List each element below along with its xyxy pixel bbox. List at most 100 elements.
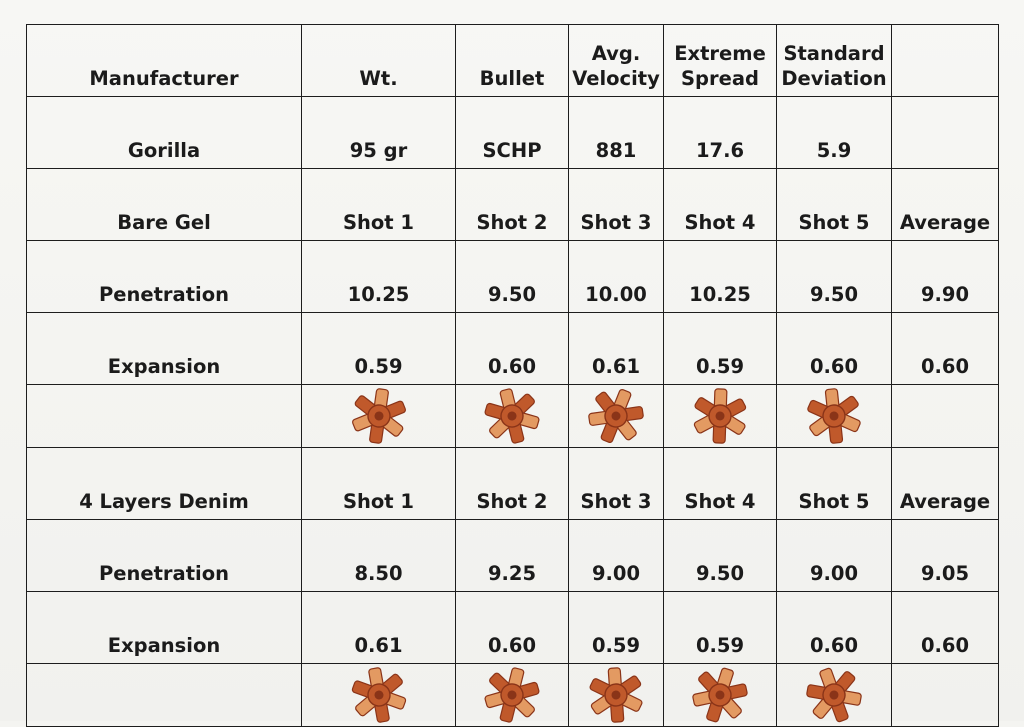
bare-gel-penetration-5: 9.50 bbox=[776, 240, 892, 313]
header-extreme-spread: Extreme Spread bbox=[663, 24, 777, 97]
bare-gel-photo-row bbox=[26, 384, 999, 448]
header-std-dev-line2: Deviation bbox=[781, 66, 887, 90]
denim-expansion-2: 0.60 bbox=[455, 591, 569, 664]
bare-gel-penetration-4: 10.25 bbox=[663, 240, 777, 313]
load-manufacturer: Gorilla bbox=[26, 96, 302, 169]
bare-gel-penetration-3: 10.00 bbox=[568, 240, 664, 313]
bare-gel-penetration-2: 9.50 bbox=[455, 240, 569, 313]
header-weight: Wt. bbox=[301, 24, 456, 97]
bare-gel-penetration-label: Penetration bbox=[26, 240, 302, 313]
denim-penetration-3: 9.00 bbox=[568, 519, 664, 592]
header-blank bbox=[891, 24, 999, 97]
denim-shot-3: Shot 3 bbox=[568, 447, 664, 520]
header-bullet: Bullet bbox=[455, 24, 569, 97]
expanded-bullet-icon bbox=[588, 389, 644, 443]
bare-gel-expansion-4: 0.59 bbox=[663, 312, 777, 385]
bullet-hollow bbox=[715, 690, 725, 700]
denim-photo-blank bbox=[26, 663, 302, 727]
header-row: Manufacturer Wt. Bullet Avg. Velocity Ext… bbox=[26, 24, 999, 97]
bare-gel-expansion-label: Expansion bbox=[26, 312, 302, 385]
bare-gel-photo-3 bbox=[568, 384, 664, 448]
denim-shot-5: Shot 5 bbox=[776, 447, 892, 520]
header-manufacturer: Manufacturer bbox=[26, 24, 302, 97]
denim-photo-3 bbox=[568, 663, 664, 727]
header-avg-velocity: Avg. Velocity bbox=[568, 24, 664, 97]
load-extreme-spread: 17.6 bbox=[663, 96, 777, 169]
bare-gel-expansion-3: 0.61 bbox=[568, 312, 664, 385]
bare-gel-expansion-row: Expansion 0.59 0.60 0.61 0.59 0.60 0.60 bbox=[26, 312, 999, 385]
bare-gel-photo-1 bbox=[301, 384, 456, 448]
load-bullet: SCHP bbox=[455, 96, 569, 169]
denim-expansion-5: 0.60 bbox=[776, 591, 892, 664]
denim-photo-1 bbox=[301, 663, 456, 727]
denim-shot-4: Shot 4 bbox=[663, 447, 777, 520]
denim-average-label: Average bbox=[891, 447, 999, 520]
expanded-bullet-icon bbox=[807, 388, 861, 444]
bare-gel-shot-1: Shot 1 bbox=[301, 168, 456, 241]
bullet-hollow bbox=[507, 690, 517, 700]
denim-penetration-avg: 9.05 bbox=[891, 519, 999, 592]
bare-gel-photo-5 bbox=[776, 384, 892, 448]
bullet-hollow bbox=[374, 690, 383, 700]
bare-gel-penetration-1: 10.25 bbox=[301, 240, 456, 313]
bare-gel-label: Bare Gel bbox=[26, 168, 302, 241]
ballistics-table: Manufacturer Wt. Bullet Avg. Velocity Ext… bbox=[26, 24, 999, 727]
expanded-bullet-icon bbox=[692, 667, 748, 723]
denim-photo-2 bbox=[455, 663, 569, 727]
denim-photo-row bbox=[26, 663, 999, 727]
header-avg-velocity-line2: Velocity bbox=[572, 66, 660, 90]
bullet-hollow bbox=[829, 411, 839, 421]
load-weight: 95 gr bbox=[301, 96, 456, 169]
header-extreme-spread-line2: Spread bbox=[681, 66, 759, 90]
bare-gel-shots-row: Bare Gel Shot 1 Shot 2 Shot 3 Shot 4 Sho… bbox=[26, 168, 999, 241]
denim-expansion-3: 0.59 bbox=[568, 591, 664, 664]
bare-gel-average-label: Average bbox=[891, 168, 999, 241]
denim-expansion-1: 0.61 bbox=[301, 591, 456, 664]
denim-photo-4 bbox=[663, 663, 777, 727]
denim-label: 4 Layers Denim bbox=[26, 447, 302, 520]
header-extreme-spread-line1: Extreme bbox=[674, 42, 766, 66]
header-avg-velocity-line1: Avg. bbox=[591, 42, 641, 66]
denim-penetration-5: 9.00 bbox=[776, 519, 892, 592]
bare-gel-penetration-row: Penetration 10.25 9.50 10.00 10.25 9.50 … bbox=[26, 240, 999, 313]
bullet-hollow bbox=[715, 411, 725, 421]
bare-gel-expansion-5: 0.60 bbox=[776, 312, 892, 385]
denim-penetration-row: Penetration 8.50 9.25 9.00 9.50 9.00 9.0… bbox=[26, 519, 999, 592]
denim-expansion-row: Expansion 0.61 0.60 0.59 0.59 0.60 0.60 bbox=[26, 591, 999, 664]
bare-gel-shot-5: Shot 5 bbox=[776, 168, 892, 241]
expanded-bullet-icon bbox=[693, 388, 747, 444]
expanded-bullet-icon bbox=[351, 388, 406, 444]
bare-gel-photo-blank bbox=[26, 384, 302, 448]
bullet-hollow bbox=[611, 690, 621, 700]
bare-gel-penetration-avg: 9.90 bbox=[891, 240, 999, 313]
denim-expansion-label: Expansion bbox=[26, 591, 302, 664]
denim-shots-row: 4 Layers Denim Shot 1 Shot 2 Shot 3 Shot… bbox=[26, 447, 999, 520]
bare-gel-shot-2: Shot 2 bbox=[455, 168, 569, 241]
expanded-bullet-icon bbox=[351, 667, 406, 723]
bare-gel-expansion-1: 0.59 bbox=[301, 312, 456, 385]
bullet-hollow bbox=[611, 411, 621, 421]
header-std-dev-line1: Standard bbox=[783, 42, 885, 66]
bare-gel-expansion-2: 0.60 bbox=[455, 312, 569, 385]
bare-gel-shot-3: Shot 3 bbox=[568, 168, 664, 241]
denim-penetration-1: 8.50 bbox=[301, 519, 456, 592]
denim-penetration-label: Penetration bbox=[26, 519, 302, 592]
denim-shot-2: Shot 2 bbox=[455, 447, 569, 520]
expanded-bullet-icon bbox=[484, 388, 540, 444]
denim-expansion-avg: 0.60 bbox=[891, 591, 999, 664]
denim-photo-blank-end bbox=[891, 663, 999, 727]
denim-penetration-2: 9.25 bbox=[455, 519, 569, 592]
load-std-dev: 5.9 bbox=[776, 96, 892, 169]
denim-photo-5 bbox=[776, 663, 892, 727]
denim-expansion-4: 0.59 bbox=[663, 591, 777, 664]
bare-gel-photo-2 bbox=[455, 384, 569, 448]
denim-shot-1: Shot 1 bbox=[301, 447, 456, 520]
bare-gel-expansion-avg: 0.60 bbox=[891, 312, 999, 385]
denim-penetration-4: 9.50 bbox=[663, 519, 777, 592]
bullet-hollow bbox=[507, 411, 517, 421]
bare-gel-photo-blank-end bbox=[891, 384, 999, 448]
load-avg-velocity: 881 bbox=[568, 96, 664, 169]
bare-gel-photo-4 bbox=[663, 384, 777, 448]
bullet-hollow bbox=[374, 411, 383, 421]
